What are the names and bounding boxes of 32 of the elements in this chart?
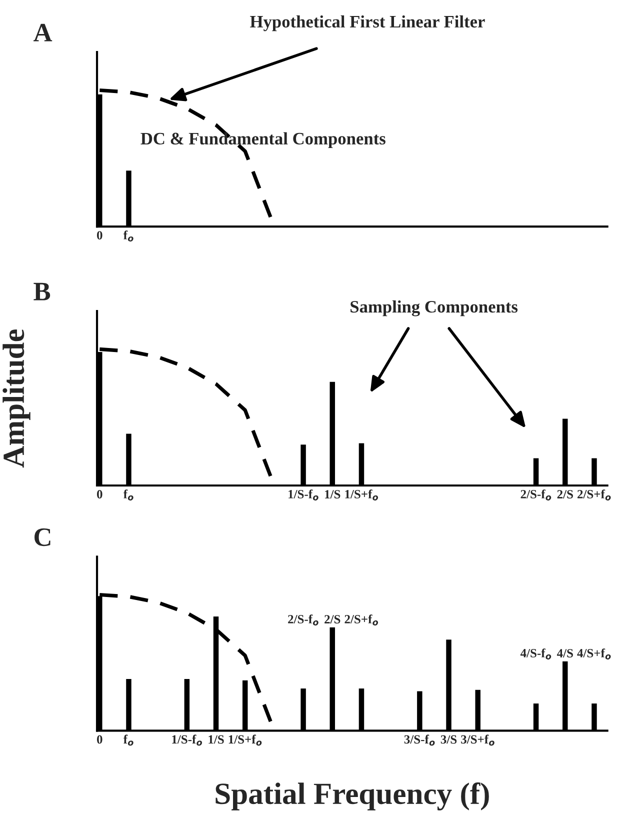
- chart-title: B: [34, 282, 50, 300]
- chart-title: C: [34, 528, 50, 546]
- x-tick-label: f$_{o}$: [123, 230, 134, 242]
- text: Hypothetical First Linear Filter: [250, 15, 485, 32]
- x-tick-label: 3/S: [440, 735, 457, 744]
- x-tick-label: 1/S-f$_{o}$: [172, 734, 202, 746]
- x-tick-label: 1/S: [325, 490, 340, 498]
- x-tick-label: 2/S: [557, 490, 573, 498]
- annotation: DC & Fundamental Components: [140, 132, 386, 148]
- annotation: 2/S+f$_{o}$: [344, 614, 378, 626]
- x-tick-label: 1/S: [208, 735, 224, 744]
- x-tick-label: 0: [96, 735, 102, 744]
- chart-title: A: [33, 24, 52, 42]
- x-tick-label: 2/S-f$_{o}$: [520, 489, 552, 500]
- annotation: 4/S: [556, 649, 573, 658]
- annotation: 2/S-f$_{o}$: [288, 614, 318, 626]
- x-axis-title: Spatial Frequency (f): [216, 782, 489, 810]
- y-axis-title: Amplitude: [2, 329, 30, 468]
- x-tick-label: f$_{o}$: [123, 734, 134, 746]
- annotation: 4/S+f$_{o}$: [577, 648, 611, 660]
- x-tick-label: 3/S-f$_{o}$: [404, 734, 435, 746]
- x-tick-label: 0: [96, 490, 102, 498]
- annotation: 4/S-f$_{o}$: [520, 648, 552, 660]
- annotation: 2/S: [324, 615, 340, 624]
- x-tick-label: 3/S+f$_{o}$: [461, 734, 494, 746]
- x-tick-label: f$_{o}$: [123, 489, 134, 500]
- x-tick-label: 1/S-f$_{o}$: [288, 489, 318, 500]
- x-tick-label: 0: [96, 231, 102, 240]
- text: Sampling Components: [350, 300, 518, 316]
- x-tick-label: 1/S+f$_{o}$: [228, 734, 262, 746]
- x-tick-label: 1/S+f$_{o}$: [345, 489, 378, 500]
- x-tick-label: 2/S+f$_{o}$: [578, 489, 611, 500]
